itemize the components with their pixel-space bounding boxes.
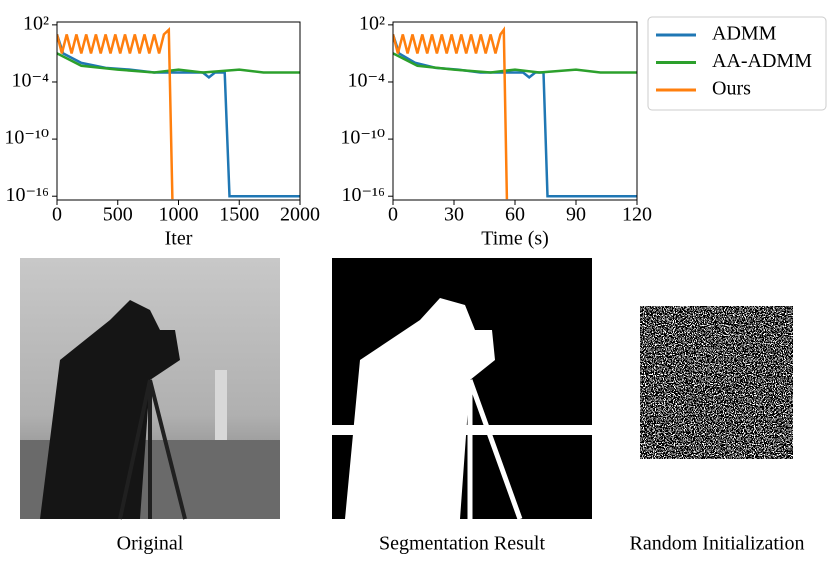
series-line <box>393 52 637 74</box>
y-tick-label: 10⁻¹⁰ <box>340 127 385 149</box>
x-axis-label: Iter <box>165 228 193 250</box>
x-tick-label: 1000 <box>159 204 199 226</box>
y-tick-label: 10² <box>359 12 385 34</box>
x-tick-label: 1500 <box>219 204 259 226</box>
series-line <box>393 26 509 200</box>
x-tick-label: 90 <box>566 204 586 226</box>
series-line <box>57 52 300 74</box>
original-image <box>20 258 280 520</box>
caption: Segmentation Result <box>379 533 546 555</box>
x-tick-label: 120 <box>622 204 652 226</box>
x-tick-label: 2000 <box>280 204 320 226</box>
series-line <box>57 34 300 198</box>
legend-label: AA-ADMM <box>712 50 812 72</box>
random-init-image <box>640 306 793 459</box>
x-tick-label: 0 <box>52 204 62 226</box>
x-tick-label: 500 <box>103 204 133 226</box>
legend-label: Ours <box>712 78 751 100</box>
x-axis-label: Time (s) <box>481 228 549 250</box>
y-tick-label: 10⁻⁴ <box>11 70 49 92</box>
caption: Original <box>117 533 184 555</box>
y-tick-label: 10⁻¹⁶ <box>5 184 49 206</box>
x-tick-label: 0 <box>388 204 398 226</box>
legend: ADMM AA-ADMM Ours <box>647 16 827 111</box>
x-tick-label: 60 <box>505 204 525 226</box>
y-tick-label: 10⁻⁴ <box>347 70 385 92</box>
legend-label: ADMM <box>712 23 777 45</box>
x-tick-label: 30 <box>444 204 464 226</box>
segmentation-image <box>332 258 592 520</box>
y-tick-label: 10⁻¹⁰ <box>4 127 49 149</box>
legend-box <box>647 16 827 111</box>
caption: Random Initialization <box>630 533 805 555</box>
y-tick-label: 10⁻¹⁶ <box>341 184 385 206</box>
y-tick-label: 10² <box>23 12 49 34</box>
series-line <box>393 34 637 198</box>
series-line <box>57 26 174 200</box>
